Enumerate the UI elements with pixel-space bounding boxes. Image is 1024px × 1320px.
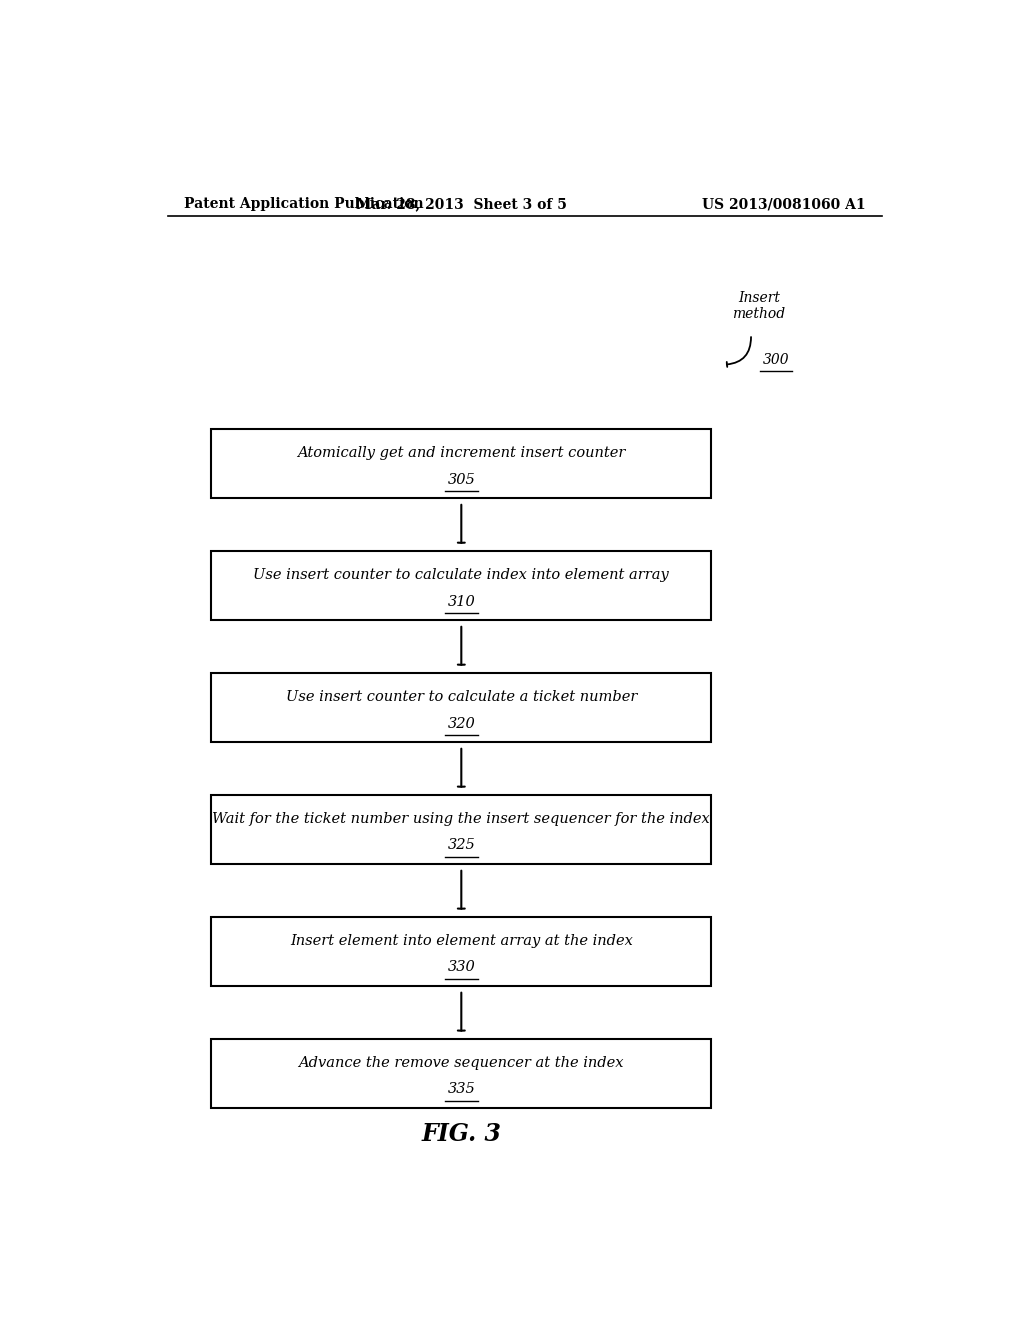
Text: 305: 305 xyxy=(447,473,475,487)
Text: Use insert counter to calculate index into element array: Use insert counter to calculate index in… xyxy=(253,568,670,582)
Text: 335: 335 xyxy=(447,1082,475,1097)
Text: Atomically get and increment insert counter: Atomically get and increment insert coun… xyxy=(297,446,626,461)
FancyBboxPatch shape xyxy=(211,673,712,742)
Text: Wait for the ticket number using the insert sequencer for the index: Wait for the ticket number using the ins… xyxy=(212,812,711,826)
Text: 320: 320 xyxy=(447,717,475,730)
Text: Advance the remove sequencer at the index: Advance the remove sequencer at the inde… xyxy=(299,1056,624,1071)
Text: Mar. 28, 2013  Sheet 3 of 5: Mar. 28, 2013 Sheet 3 of 5 xyxy=(356,197,566,211)
Text: 330: 330 xyxy=(447,961,475,974)
Text: 300: 300 xyxy=(763,352,790,367)
Text: 310: 310 xyxy=(447,594,475,609)
FancyBboxPatch shape xyxy=(211,550,712,620)
Text: Use insert counter to calculate a ticket number: Use insert counter to calculate a ticket… xyxy=(286,690,637,704)
FancyBboxPatch shape xyxy=(211,1039,712,1107)
FancyBboxPatch shape xyxy=(211,795,712,863)
Text: 325: 325 xyxy=(447,838,475,853)
Text: Patent Application Publication: Patent Application Publication xyxy=(183,197,423,211)
FancyBboxPatch shape xyxy=(211,429,712,498)
Text: FIG. 3: FIG. 3 xyxy=(421,1122,502,1146)
Text: Insert element into element array at the index: Insert element into element array at the… xyxy=(290,935,633,948)
Text: US 2013/0081060 A1: US 2013/0081060 A1 xyxy=(702,197,866,211)
FancyBboxPatch shape xyxy=(211,916,712,986)
Text: Insert
method: Insert method xyxy=(732,290,785,321)
